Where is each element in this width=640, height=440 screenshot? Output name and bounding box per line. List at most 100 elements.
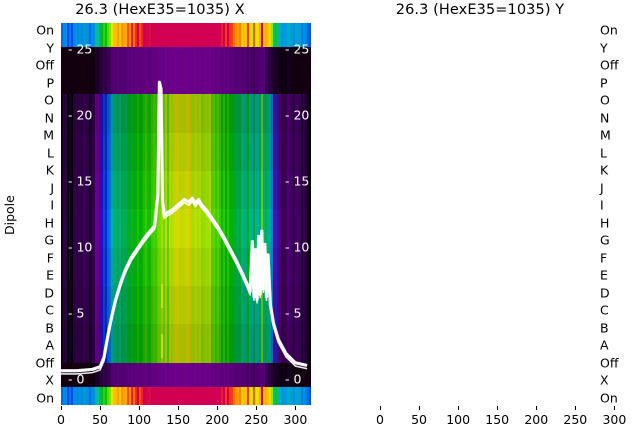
heatmap-column bbox=[129, 46, 131, 95]
heatmap-column bbox=[107, 46, 109, 95]
heatmap-column bbox=[107, 23, 110, 47]
heatmap-marker-tick bbox=[161, 283, 163, 308]
heatmap-column bbox=[269, 23, 272, 47]
heatmap-band-gap-upper bbox=[61, 46, 311, 95]
heatmap-column bbox=[187, 23, 190, 47]
heatmap-column bbox=[295, 23, 298, 47]
heatmap-row-shade bbox=[61, 247, 311, 287]
heatmap-column bbox=[95, 46, 97, 95]
y-tick-label: - 25 bbox=[285, 41, 310, 57]
heatmap-column bbox=[287, 23, 290, 47]
heatmap-column bbox=[167, 23, 170, 47]
heatmap-column bbox=[303, 23, 306, 47]
heatmap-column bbox=[93, 386, 96, 405]
heatmap-column bbox=[181, 386, 184, 405]
heatmap-column bbox=[195, 386, 198, 405]
heatmap-column bbox=[177, 386, 180, 405]
x-tick-mark bbox=[295, 406, 297, 410]
heatmap-column bbox=[153, 23, 156, 47]
heatmap-column bbox=[245, 46, 247, 95]
heatmap-x[interactable] bbox=[61, 23, 311, 405]
x-tick-label: 50 bbox=[92, 412, 109, 427]
heatmap-column bbox=[67, 386, 70, 405]
heatmap-column bbox=[265, 386, 268, 405]
dipole-category-label: Off bbox=[35, 57, 54, 73]
heatmap-column bbox=[303, 386, 306, 405]
heatmap-column bbox=[169, 46, 171, 95]
dipole-category-label: X bbox=[45, 372, 54, 388]
x-tick-label: 100 bbox=[127, 412, 152, 427]
x-tick-mark bbox=[100, 406, 102, 410]
heatmap-column bbox=[267, 23, 270, 47]
heatmap-column bbox=[219, 23, 222, 47]
heatmap-column bbox=[285, 386, 288, 405]
heatmap-column bbox=[209, 23, 212, 47]
heatmap-row-shade bbox=[61, 286, 311, 325]
y-tick-label: - 10 bbox=[285, 239, 310, 255]
x-tick-mark bbox=[139, 406, 141, 410]
heatmap-column bbox=[237, 23, 240, 47]
heatmap-column bbox=[105, 386, 108, 405]
heatmap-column bbox=[73, 23, 76, 47]
heatmap-column bbox=[179, 386, 182, 405]
heatmap-column bbox=[197, 23, 200, 47]
heatmap-column bbox=[287, 386, 290, 405]
heatmap-column bbox=[103, 23, 106, 47]
heatmap-column bbox=[161, 46, 163, 95]
heatmap-column bbox=[211, 386, 214, 405]
heatmap-row-shade bbox=[61, 132, 311, 171]
heatmap-column bbox=[145, 386, 148, 405]
heatmap-column bbox=[259, 386, 262, 405]
x-tick-label: 300 bbox=[602, 412, 627, 427]
heatmap-column bbox=[169, 23, 172, 47]
heatmap-column bbox=[255, 46, 257, 95]
heatmap-column bbox=[243, 23, 246, 47]
heatmap-column bbox=[241, 386, 244, 405]
heatmap-column bbox=[305, 23, 308, 47]
heatmap-band-top-rainbow bbox=[61, 23, 311, 47]
dipole-category-label: E bbox=[600, 267, 608, 283]
heatmap-column bbox=[213, 386, 216, 405]
heatmap-column bbox=[89, 386, 92, 405]
dipole-category-label: L bbox=[600, 145, 607, 161]
dipole-category-label: N bbox=[600, 110, 610, 126]
heatmap-column bbox=[119, 46, 121, 95]
dipole-category-label: E bbox=[46, 267, 54, 283]
heatmap-column bbox=[67, 23, 70, 47]
heatmap-column bbox=[251, 386, 254, 405]
x-tick-label: 250 bbox=[244, 412, 269, 427]
heatmap-column bbox=[277, 23, 280, 47]
heatmap-column bbox=[257, 46, 259, 95]
heatmap-column bbox=[87, 386, 90, 405]
heatmap-column bbox=[291, 23, 294, 47]
heatmap-column bbox=[295, 386, 298, 405]
dipole-category-label: On bbox=[600, 390, 618, 406]
y-tick-label: - 5 bbox=[68, 305, 85, 321]
heatmap-column bbox=[307, 386, 310, 405]
heatmap-column bbox=[247, 23, 250, 47]
heatmap-column bbox=[299, 23, 302, 47]
heatmap-column bbox=[95, 23, 98, 47]
heatmap-column bbox=[285, 23, 288, 47]
heatmap-column bbox=[281, 23, 284, 47]
heatmap-column bbox=[259, 46, 261, 95]
heatmap-column bbox=[165, 46, 167, 95]
y-tick-label: - 20 bbox=[285, 107, 310, 123]
x-tick-mark bbox=[419, 406, 421, 410]
heatmap-column bbox=[135, 46, 137, 95]
heatmap-column bbox=[217, 23, 220, 47]
heatmap-column bbox=[285, 46, 287, 95]
heatmap-column bbox=[283, 46, 285, 95]
x-tick-label: 0 bbox=[57, 412, 65, 427]
heatmap-column bbox=[243, 46, 245, 95]
x-tick-mark bbox=[575, 406, 577, 410]
y-tick-label: - 10 bbox=[68, 239, 93, 255]
heatmap-column bbox=[175, 386, 178, 405]
heatmap-column bbox=[65, 23, 68, 47]
heatmap-column bbox=[279, 46, 281, 95]
heatmap-marker-tick bbox=[161, 333, 163, 358]
heatmap-column bbox=[227, 23, 230, 47]
heatmap-column bbox=[267, 386, 270, 405]
heatmap-column bbox=[105, 46, 107, 95]
heatmap-column bbox=[155, 46, 157, 95]
